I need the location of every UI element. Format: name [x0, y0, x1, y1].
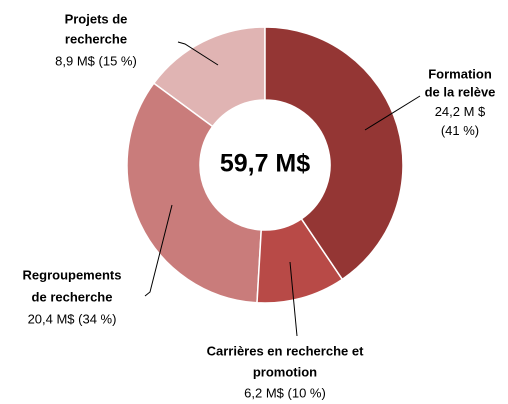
leader-line [364, 95, 421, 131]
donut-segment [126, 82, 263, 304]
category-label: Carrières en recherche et [207, 343, 364, 358]
leader-line [144, 204, 173, 297]
category-label: Formation [428, 66, 492, 81]
category-label: de recherche [32, 289, 113, 304]
category-label: promotion [253, 364, 317, 379]
value-label: 20,4 M$ (34 %) [28, 311, 117, 326]
value-label-line: (41 %) [441, 123, 479, 138]
donut-segment [256, 217, 344, 304]
value-label-line: 24,2 M $ [435, 104, 486, 119]
category-label: Regroupements [23, 267, 122, 282]
value-label: 6,2 M$ (10 %) [244, 385, 326, 400]
category-label: recherche [65, 31, 127, 46]
value-label: 24,2 M $ (41 %) [435, 104, 486, 138]
category-label: de la relève [425, 84, 496, 99]
leader-line [289, 261, 298, 337]
category-label: Projets de [65, 11, 128, 26]
donut-segment [264, 26, 404, 281]
leader-line [177, 41, 219, 66]
center-label: 59,7 M$ [220, 150, 310, 178]
value-label: 8,9 M$ (15 %) [55, 53, 137, 68]
